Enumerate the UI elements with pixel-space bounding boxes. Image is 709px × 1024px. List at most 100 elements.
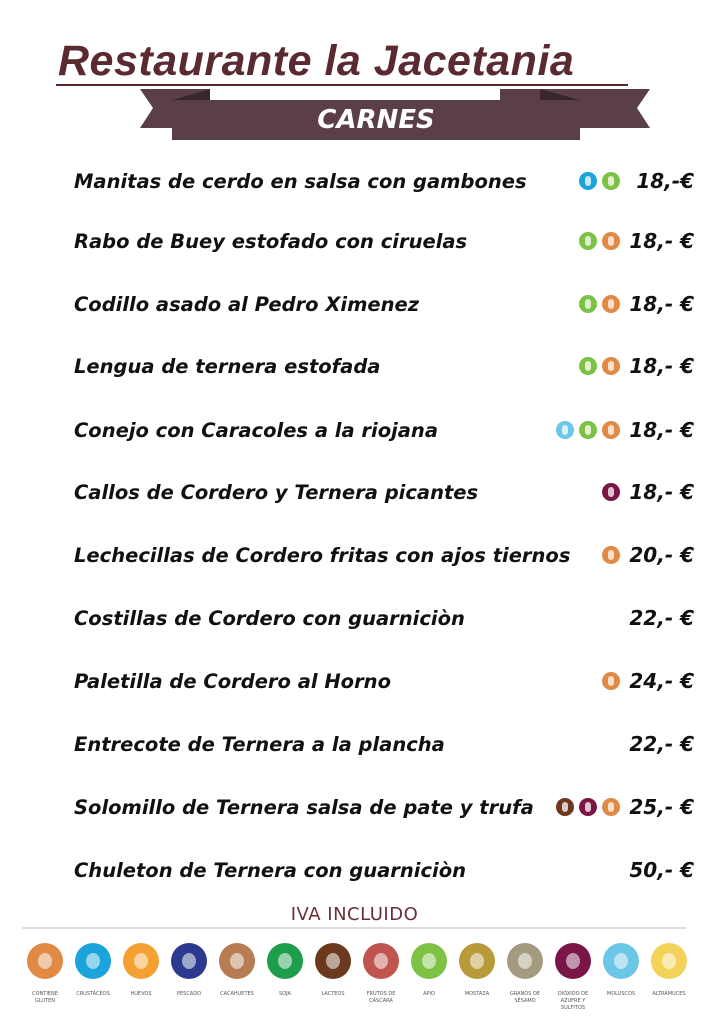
- legend-item: FRUTOS DE CÁSCARA: [358, 943, 404, 1012]
- menu-item: Codillo asado al Pedro Ximenez 18,- €: [74, 289, 694, 319]
- apio-icon: [411, 943, 447, 979]
- dish-name: Costillas de Cordero con guarniciòn: [74, 606, 465, 630]
- legend-label: CONTIENE GLUTEN: [32, 991, 58, 1004]
- pescado-icon: [171, 943, 207, 979]
- legend-label: CACAHUETES: [220, 991, 254, 997]
- dish-name: Callos de Cordero y Ternera picantes: [74, 480, 479, 504]
- menu-item: Lengua de ternera estofada 18,- €: [74, 351, 694, 381]
- legend-item: CRUSTÁCEOS: [70, 943, 116, 1012]
- title-underline: [56, 84, 628, 86]
- menu-item: Callos de Cordero y Ternera picantes 18,-…: [74, 477, 694, 507]
- gluten-icon: [27, 943, 63, 979]
- menu-item: Lechecillas de Cordero fritas con ajos t…: [74, 540, 694, 570]
- dish-price: 20,- €: [629, 543, 694, 567]
- legend-label: FRUTOS DE CÁSCARA: [366, 991, 396, 1004]
- dish-price: 18,- €: [629, 229, 694, 253]
- apio-icon: [579, 357, 597, 375]
- legend-label: MOLUSCOS: [606, 991, 636, 997]
- legend-label: CRUSTÁCEOS: [76, 991, 110, 997]
- apio-icon: [602, 172, 620, 190]
- legend-label: APIO: [423, 991, 435, 997]
- gluten-icon: [602, 798, 620, 816]
- frutos-icon: [363, 943, 399, 979]
- menu-item: Rabo de Buey estofado con ciruelas 18,- €: [74, 226, 694, 256]
- sesamo-icon: [507, 943, 543, 979]
- legend-label: MOSTAZA: [464, 991, 490, 997]
- menu-item: Manitas de cerdo en salsa con gambones 18…: [74, 166, 694, 196]
- legend-item: PESCADO: [166, 943, 212, 1012]
- dish-name: Lechecillas de Cordero fritas con ajos t…: [74, 543, 571, 567]
- allergen-legend: CONTIENE GLUTEN CRUSTÁCEOS HUEVOS PESCADO CA…: [22, 943, 692, 1012]
- dish-price: 18,- €: [629, 354, 694, 378]
- altramuces-icon: [651, 943, 687, 979]
- gluten-icon: [602, 421, 620, 439]
- allergen-icons: [602, 483, 620, 501]
- iva-note: IVA INCLUIDO: [290, 904, 419, 925]
- dish-name: Entrecote de Ternera a la plancha: [74, 732, 445, 756]
- legend-label: SOJA: [279, 991, 291, 997]
- legend-item: LACTEOS: [310, 943, 356, 1012]
- lacteos-icon: [315, 943, 351, 979]
- lacteos-icon: [556, 798, 574, 816]
- gluten-icon: [602, 672, 620, 690]
- section-ribbon: [140, 89, 650, 140]
- cacahuetes-icon: [219, 943, 255, 979]
- allergen-icons: [579, 357, 620, 375]
- menu-item: Solomillo de Ternera salsa de pate y tru…: [74, 792, 694, 822]
- allergen-icons: [602, 672, 620, 690]
- moluscos-icon: [556, 421, 574, 439]
- sulfitos-icon: [602, 483, 620, 501]
- mostaza-icon: [459, 943, 495, 979]
- dish-name: Manitas de cerdo en salsa con gambones: [74, 169, 527, 193]
- menu-item: Entrecote de Ternera a la plancha 22,- €: [74, 729, 694, 759]
- soja-icon: [267, 943, 303, 979]
- sulfitos-icon: [555, 943, 591, 979]
- divider: [22, 927, 686, 929]
- legend-item: HUEVOS: [118, 943, 164, 1012]
- legend-item: ALTRAMUCES: [646, 943, 692, 1012]
- menu-item: Chuleton de Ternera con guarniciòn 50,- €: [74, 855, 694, 885]
- legend-item: CACAHUETES: [214, 943, 260, 1012]
- dish-name: Codillo asado al Pedro Ximenez: [74, 292, 420, 316]
- dish-name: Lengua de ternera estofada: [74, 354, 381, 378]
- gluten-icon: [602, 232, 620, 250]
- gluten-icon: [602, 295, 620, 313]
- huevos-icon: [123, 943, 159, 979]
- dish-price: 18,- €: [629, 418, 694, 442]
- dish-price: 24,- €: [629, 669, 694, 693]
- restaurant-title: Restaurante la Jacetania: [58, 37, 575, 85]
- dish-price: 22,- €: [629, 732, 694, 756]
- legend-item: CONTIENE GLUTEN: [22, 943, 68, 1012]
- apio-icon: [579, 232, 597, 250]
- allergen-icons: [556, 421, 620, 439]
- dish-name: Chuleton de Ternera con guarniciòn: [74, 858, 466, 882]
- legend-label: HUEVOS: [130, 991, 152, 997]
- legend-item: MOSTAZA: [454, 943, 500, 1012]
- apio-icon: [579, 295, 597, 313]
- dish-price: 18,- €: [629, 292, 694, 316]
- gluten-icon: [602, 546, 620, 564]
- section-title: CARNES: [317, 105, 435, 135]
- legend-item: MOLUSCOS: [598, 943, 644, 1012]
- legend-item: GRANOS DE SÉSAMO: [502, 943, 548, 1012]
- apio-icon: [579, 421, 597, 439]
- legend-label: ALTRAMUCES: [652, 991, 686, 997]
- dish-price: 22,- €: [629, 606, 694, 630]
- moluscos-icon: [603, 943, 639, 979]
- allergen-icons: [579, 295, 620, 313]
- sulfitos-icon: [579, 798, 597, 816]
- dish-name: Conejo con Caracoles a la riojana: [74, 418, 438, 442]
- allergen-icons: [602, 546, 620, 564]
- dish-price: 25,- €: [629, 795, 694, 819]
- dish-name: Paletilla de Cordero al Horno: [74, 669, 391, 693]
- crustaceos-icon: [75, 943, 111, 979]
- dish-name: Solomillo de Ternera salsa de pate y tru…: [74, 795, 534, 819]
- menu-item: Costillas de Cordero con guarniciòn 22,- …: [74, 603, 694, 633]
- legend-label: LACTEOS: [321, 991, 345, 997]
- legend-item: APIO: [406, 943, 452, 1012]
- gluten-icon: [602, 357, 620, 375]
- dish-name: Rabo de Buey estofado con ciruelas: [74, 229, 468, 253]
- allergen-icons: [556, 798, 620, 816]
- legend-item: DIÓXIDO DE AZUFRE Y SULFITOS: [550, 943, 596, 1012]
- legend-label: PESCADO: [176, 991, 202, 997]
